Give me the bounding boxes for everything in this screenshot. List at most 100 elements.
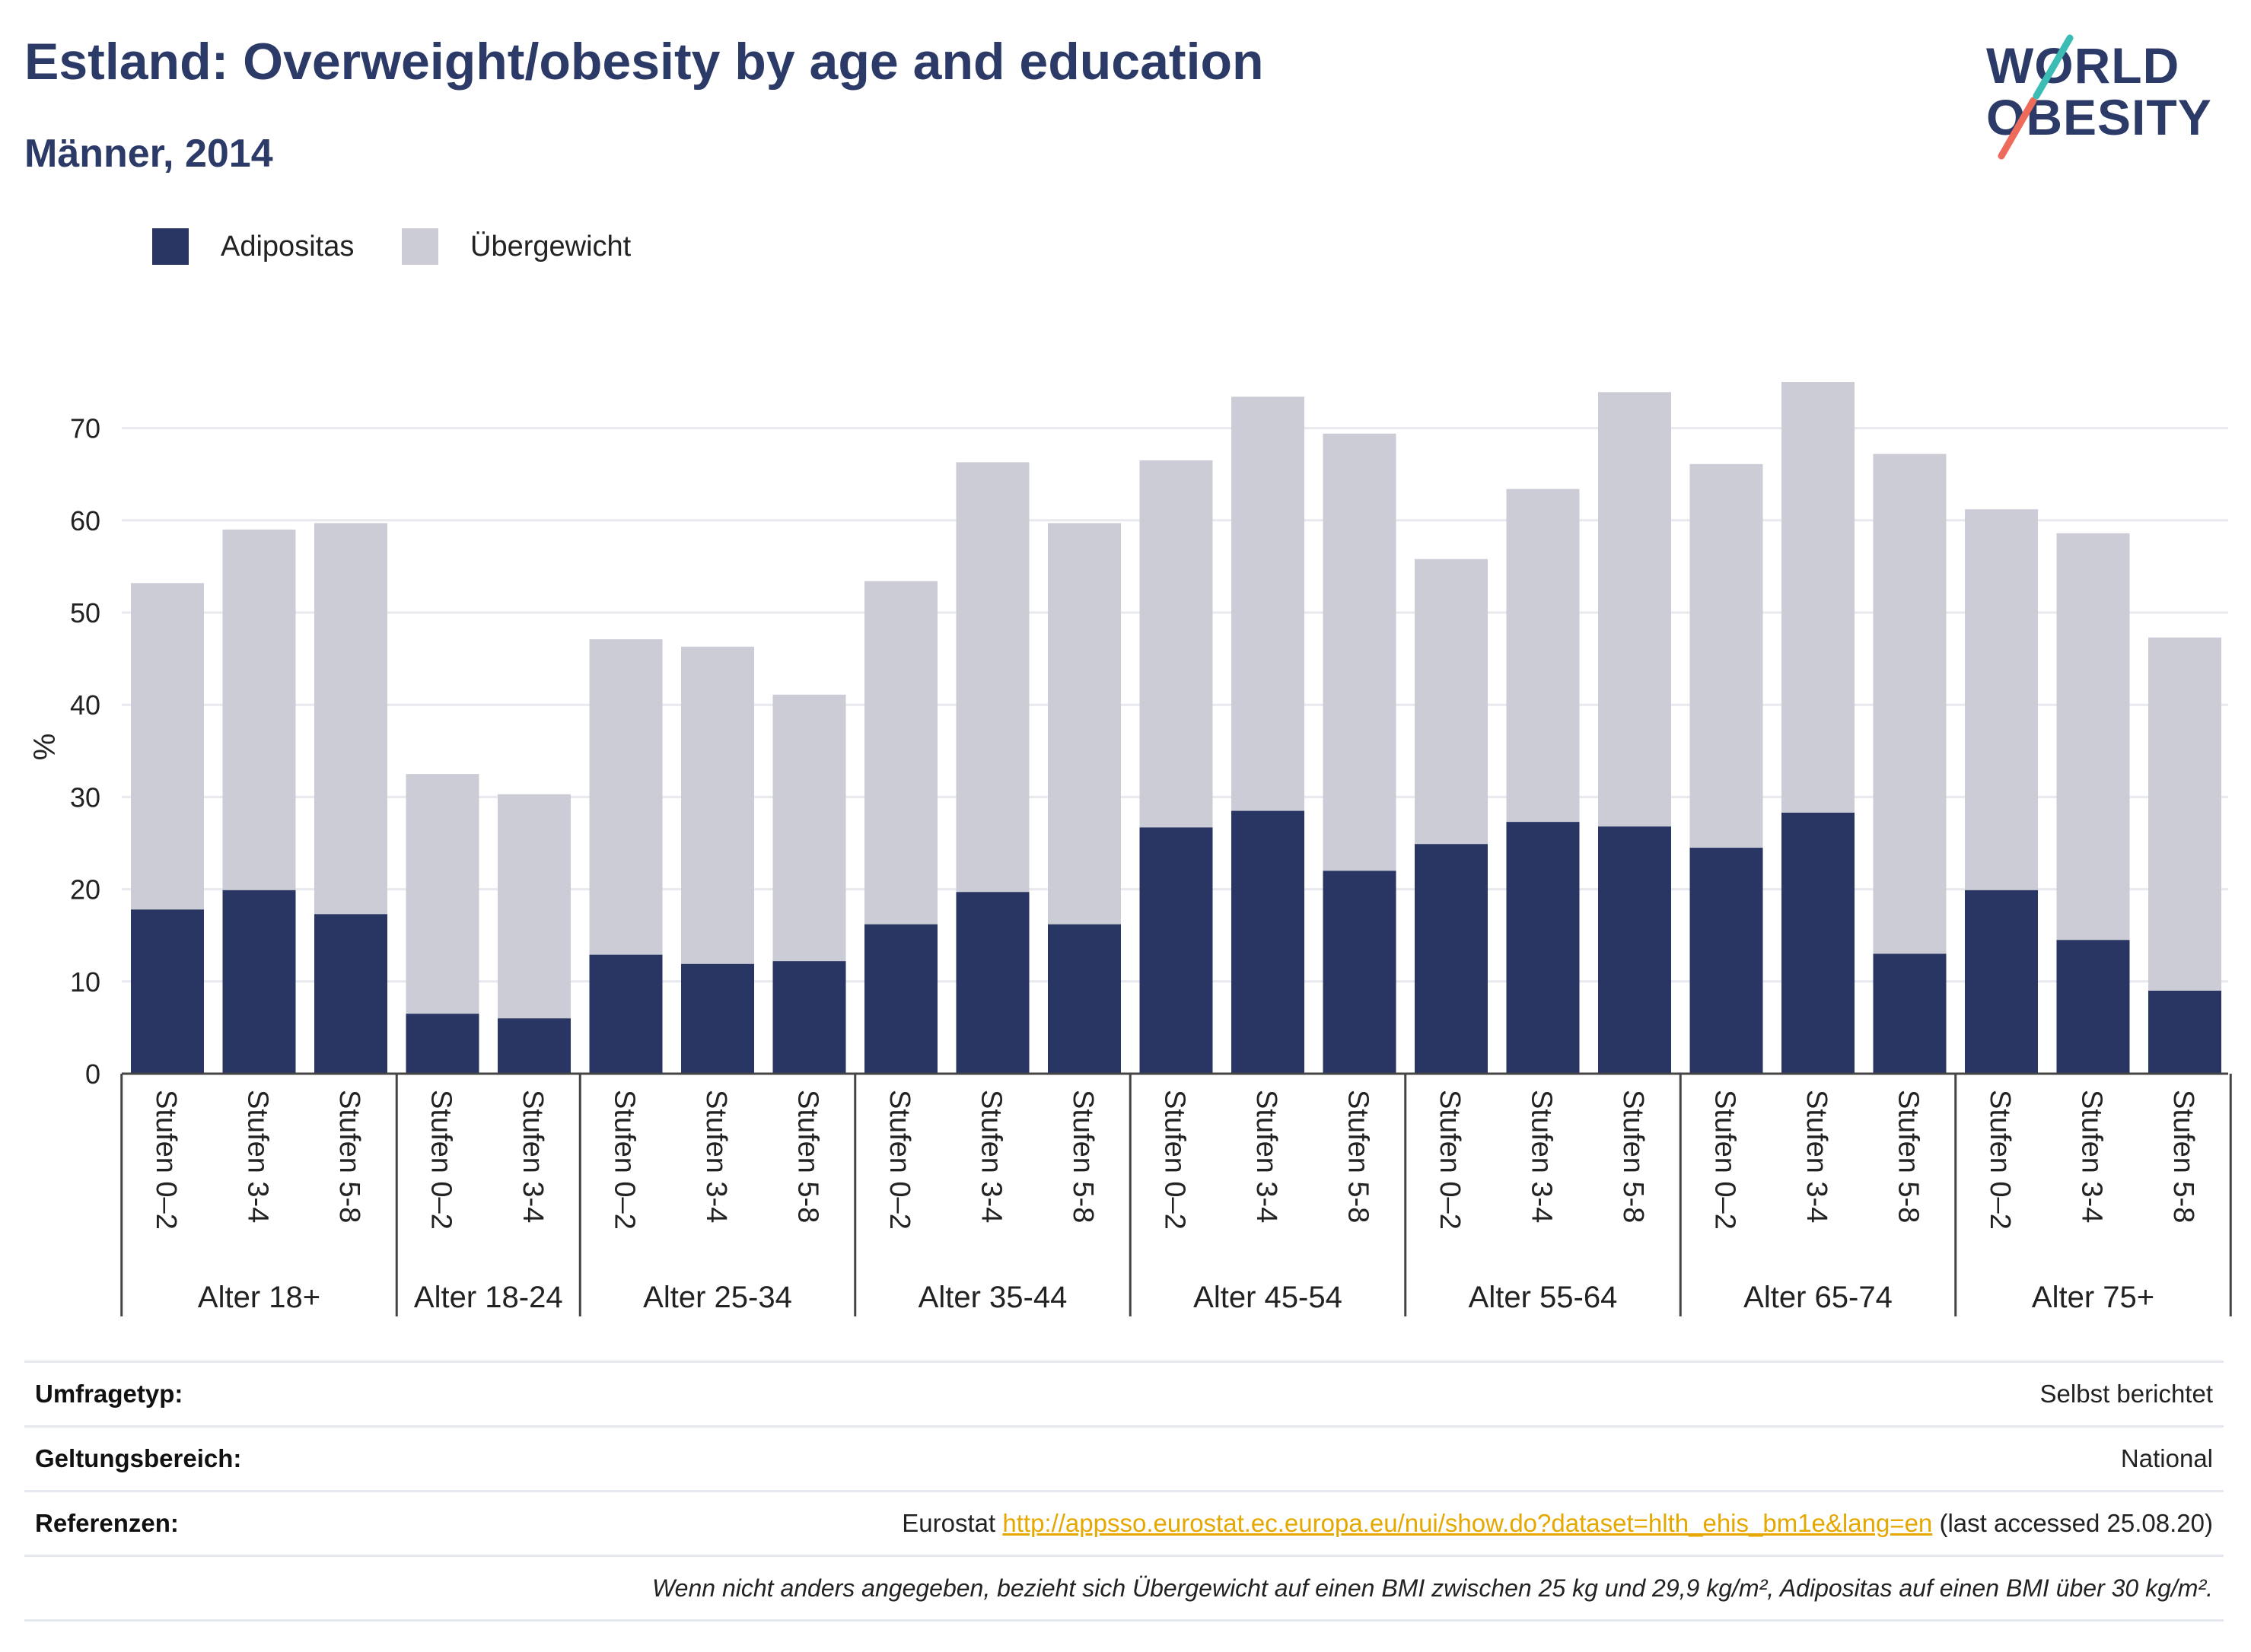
bar-adipositas <box>1415 844 1488 1074</box>
bar-uebergewicht <box>772 694 846 962</box>
bar-uebergewicht <box>864 581 938 925</box>
y-tick-label: 30 <box>70 781 100 813</box>
bar-adipositas <box>1231 810 1304 1074</box>
bar-uebergewicht <box>2056 533 2130 941</box>
x-tick-label: Stufen 3-4 <box>1800 1090 1832 1223</box>
y-tick-label: 50 <box>70 597 100 629</box>
references-link[interactable]: http://appsso.eurostat.ec.europa.eu/nui/… <box>1002 1509 1933 1537</box>
bar-adipositas <box>131 909 204 1074</box>
group-label: Alter 18+ <box>198 1281 320 1314</box>
y-tick-label: 70 <box>70 413 100 444</box>
y-tick-label: 60 <box>70 505 100 536</box>
bar-uebergewicht <box>1323 433 1396 871</box>
x-tick-label: Stufen 0–2 <box>425 1090 457 1230</box>
bar-uebergewicht <box>1139 460 1213 828</box>
y-tick-label: 10 <box>70 966 100 998</box>
scope-value: National <box>2120 1444 2213 1472</box>
bar-uebergewicht <box>2148 637 2221 991</box>
bar-uebergewicht <box>1598 392 1671 827</box>
logo-line-1: WORLD <box>1986 37 2180 94</box>
info-row-references: Referenzen: Eurostat http://appsso.euros… <box>24 1490 2224 1555</box>
logo-slash-icon <box>1998 34 2074 160</box>
y-axis-label: % <box>28 734 62 761</box>
bar-adipositas <box>864 924 938 1074</box>
x-tick-label: Stufen 3-4 <box>976 1090 1008 1223</box>
survey-type-label: Umfragetyp: <box>35 1380 183 1408</box>
x-tick-label: Stufen 3-4 <box>1250 1090 1282 1223</box>
x-tick-label: Stufen 5-8 <box>1067 1090 1099 1223</box>
bar-adipositas <box>1965 890 2038 1074</box>
bar-uebergewicht <box>589 639 663 955</box>
bar-adipositas <box>314 914 387 1074</box>
bar-adipositas <box>1781 813 1855 1074</box>
references-label: Referenzen: <box>35 1509 179 1537</box>
legend-swatch-uebergewicht <box>402 228 438 265</box>
x-tick-label: Stufen 5-8 <box>792 1090 824 1223</box>
x-tick-label: Stufen 0–2 <box>1984 1090 2016 1230</box>
info-table: Umfragetyp: Selbst berichtet Geltungsber… <box>24 1361 2224 1622</box>
legend-label-uebergewicht: Übergewicht <box>470 230 632 263</box>
bar-adipositas <box>1598 826 1671 1074</box>
x-tick-label: Stufen 0–2 <box>1159 1090 1191 1230</box>
bar-adipositas <box>956 892 1030 1074</box>
bar-adipositas <box>406 1014 479 1074</box>
y-tick-label: 20 <box>70 874 100 906</box>
x-tick-label: Stufen 5-8 <box>1617 1090 1649 1223</box>
x-tick-label: Stufen 3-4 <box>700 1090 732 1223</box>
bar-adipositas <box>1139 827 1213 1074</box>
x-tick-label: Stufen 3-4 <box>1526 1090 1558 1223</box>
bar-adipositas <box>1506 822 1580 1074</box>
y-tick-label: 0 <box>85 1058 100 1090</box>
bar-uebergewicht <box>314 523 387 915</box>
group-label: Alter 25-34 <box>643 1281 792 1314</box>
bar-adipositas <box>589 954 663 1074</box>
group-label: Alter 65-74 <box>1743 1281 1893 1314</box>
info-row-survey-type: Umfragetyp: Selbst berichtet <box>24 1361 2224 1425</box>
bar-uebergewicht <box>1506 489 1580 823</box>
bar-uebergewicht <box>1415 559 1488 845</box>
x-tick-label: Stufen 3-4 <box>242 1090 274 1223</box>
group-label: Alter 45-54 <box>1193 1281 1342 1314</box>
bar-adipositas <box>1689 848 1763 1074</box>
x-tick-label: Stufen 3-4 <box>2076 1090 2108 1223</box>
bar-uebergewicht <box>681 646 754 964</box>
x-tick-label: Stufen 5-8 <box>1893 1090 1925 1223</box>
bar-uebergewicht <box>406 774 479 1014</box>
bar-adipositas <box>2148 990 2221 1074</box>
world-obesity-logo[interactable]: WORLD OBESITY <box>1986 30 2230 164</box>
info-row-note: Wenn nicht anders angegeben, bezieht sic… <box>24 1555 2224 1622</box>
x-tick-label: Stufen 5-8 <box>333 1090 365 1223</box>
bar-adipositas <box>1048 924 1121 1074</box>
group-label: Alter 75+ <box>2032 1281 2154 1314</box>
x-tick-label: Stufen 5-8 <box>2167 1090 2199 1223</box>
bar-uebergewicht <box>1231 396 1304 811</box>
bar-uebergewicht <box>1965 509 2038 890</box>
bar-uebergewicht <box>131 583 204 910</box>
bar-uebergewicht <box>222 529 296 890</box>
x-tick-label: Stufen 0–2 <box>1434 1090 1466 1230</box>
group-label: Alter 18-24 <box>414 1281 563 1314</box>
bmi-note: Wenn nicht anders angegeben, bezieht sic… <box>652 1574 2213 1602</box>
bar-adipositas <box>2056 940 2130 1074</box>
y-tick-label: 40 <box>70 689 100 721</box>
bar-adipositas <box>772 961 846 1074</box>
references-suffix: (last accessed 25.08.20) <box>1939 1509 2213 1537</box>
bar-adipositas <box>222 890 296 1074</box>
legend-item-adipositas[interactable]: Adipositas <box>152 228 354 265</box>
survey-type-value: Selbst berichtet <box>2039 1380 2213 1408</box>
bar-chart: 0 10 20 30 40 50 60 70% Stufen 0–2 Stufen 3-4 Stuf… <box>28 382 2232 1316</box>
bar-uebergewicht <box>956 462 1030 893</box>
group-label: Alter 55-64 <box>1469 1281 1618 1314</box>
bar-uebergewicht <box>1873 454 1947 954</box>
bar-adipositas <box>1323 871 1396 1074</box>
bar-uebergewicht <box>1048 523 1121 925</box>
bar-uebergewicht <box>1689 463 1763 848</box>
bar-uebergewicht <box>498 794 571 1019</box>
bar-adipositas <box>1873 953 1947 1074</box>
references-value: Eurostat http://appsso.eurostat.ec.europ… <box>902 1509 2224 1538</box>
info-row-scope: Geltungsbereich: National <box>24 1425 2224 1490</box>
x-tick-label: Stufen 0–2 <box>150 1090 182 1230</box>
scope-label: Geltungsbereich: <box>35 1444 242 1472</box>
x-tick-label: Stufen 0–2 <box>884 1090 915 1230</box>
legend-item-uebergewicht[interactable]: Übergewicht <box>402 228 631 265</box>
